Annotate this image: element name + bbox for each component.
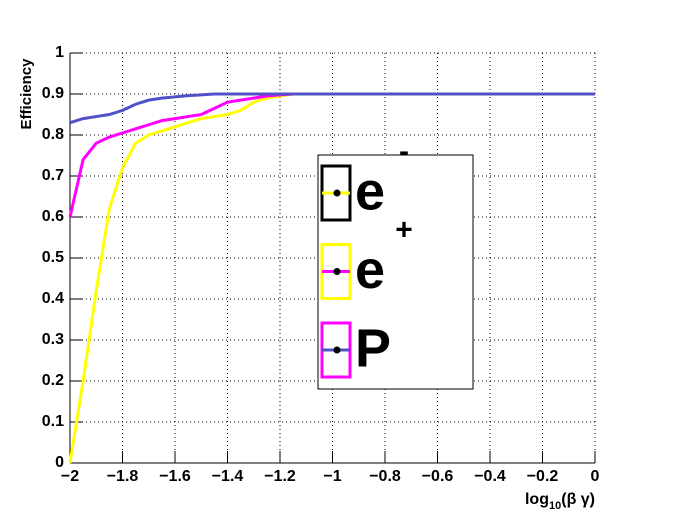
legend-marker <box>333 189 341 197</box>
x-label-sub: 10 <box>549 500 561 512</box>
legend-label: P <box>355 318 391 378</box>
y-tick-label: 0.6 <box>42 208 64 225</box>
y-tick-label: 0 <box>55 454 64 471</box>
y-tick-label: 0.7 <box>42 167 64 184</box>
x-tick-label: 0 <box>591 468 600 485</box>
y-tick-label: 0.4 <box>42 290 64 307</box>
legend-marker <box>333 346 341 354</box>
legend-label: e <box>355 161 385 221</box>
legend-label: e <box>355 240 385 300</box>
y-tick-label: 0.2 <box>42 372 64 389</box>
x-tick-label: −1.6 <box>159 468 191 485</box>
series-line <box>69 92 595 125</box>
legend-marker <box>333 268 341 275</box>
x-tick-label: −0.4 <box>474 468 506 485</box>
y-tick-label: 0.1 <box>42 413 64 430</box>
legend-label-sup: + <box>395 213 413 246</box>
legend-label-sup: - <box>399 135 409 168</box>
x-tick-label: −0.8 <box>369 468 401 485</box>
x-tick-label: −1.4 <box>212 468 244 485</box>
x-label-rest: (β γ) <box>561 491 595 508</box>
x-axis-label: log10(β γ) <box>525 491 595 512</box>
x-tick-label: −0.6 <box>422 468 454 485</box>
x-tick-label: −0.2 <box>527 468 559 485</box>
y-tick-label: 0.8 <box>42 126 64 143</box>
x-tick-label: −1.2 <box>264 468 296 485</box>
y-axis-label: Efficiency <box>18 58 35 130</box>
x-tick-label: −1 <box>323 468 341 485</box>
x-tick-label: −1.8 <box>107 468 139 485</box>
y-tick-label: 0.9 <box>42 85 64 102</box>
x-label-main: log <box>525 491 549 508</box>
x-tick-label: −2 <box>61 468 79 485</box>
y-tick-label: 0.5 <box>42 249 64 266</box>
y-tick-label: 1 <box>55 44 64 61</box>
y-tick-label: 0.3 <box>42 331 64 348</box>
